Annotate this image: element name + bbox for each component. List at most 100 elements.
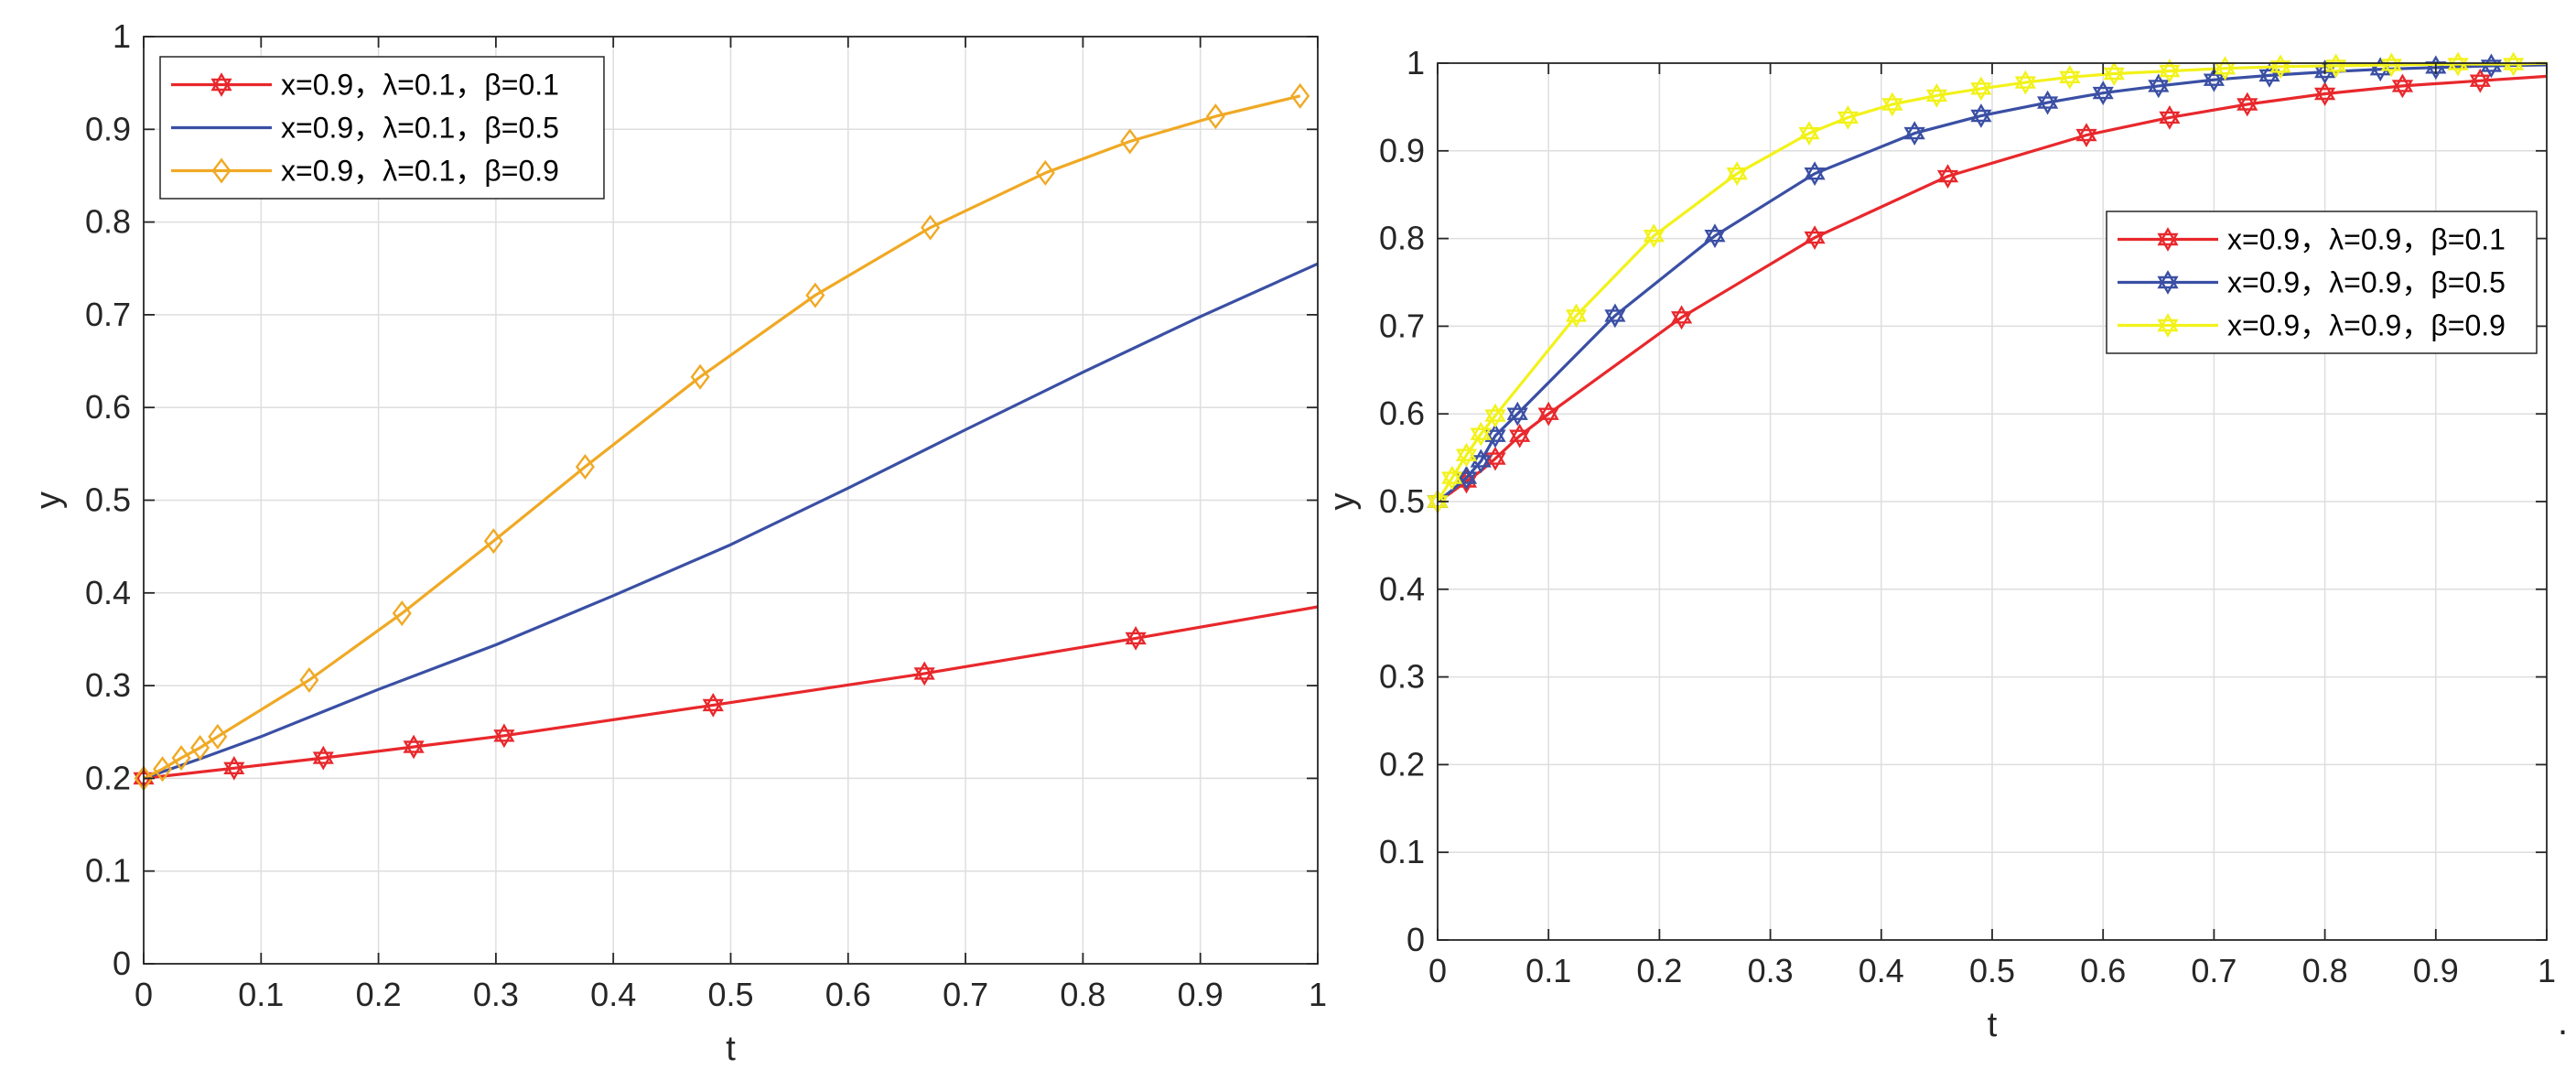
y-tick-label: 0.5 — [1379, 482, 1425, 520]
x-tick-label: 0.1 — [1525, 952, 1571, 989]
data-point-marker — [2314, 81, 2336, 106]
y-tick-label: 0.5 — [85, 481, 131, 519]
data-point-marker — [2037, 90, 2059, 115]
series-line — [1437, 63, 2548, 503]
data-point-marker — [1804, 161, 1826, 187]
legend-marker — [2157, 313, 2179, 338]
data-point-marker — [1035, 159, 1055, 186]
data-point-marker — [1455, 465, 1478, 491]
legend-marker — [2157, 227, 2179, 252]
legend-entry: x=0.9，λ=0.1，β=0.5 — [281, 112, 559, 145]
y-tick-label: 0.7 — [1379, 307, 1425, 344]
x-tick-label: 0 — [135, 976, 153, 1013]
data-point-marker — [1120, 128, 1140, 155]
data-point-marker — [1925, 82, 1947, 108]
data-point-marker — [223, 755, 245, 781]
y-tick-label: 0.1 — [1379, 833, 1425, 870]
y-tick-label: 0.8 — [85, 203, 131, 241]
y-tick-label: 0.3 — [1379, 658, 1425, 696]
data-point-marker — [2075, 123, 2097, 148]
data-point-marker — [1470, 421, 1492, 447]
data-point-marker — [493, 723, 515, 749]
x-tick-label: 0.8 — [2302, 952, 2348, 989]
series-line — [143, 262, 1319, 780]
data-point-marker — [921, 214, 941, 241]
data-point-marker — [2258, 62, 2280, 88]
y-tick-label: 0.7 — [85, 296, 131, 333]
data-point-marker — [208, 723, 228, 750]
data-point-marker — [2503, 51, 2525, 77]
data-point-marker — [690, 363, 710, 390]
data-point-marker — [1726, 161, 1748, 187]
data-point-marker — [702, 693, 724, 718]
x-tick-label: 0.4 — [1859, 952, 1904, 989]
y-tick-label: 0.2 — [85, 759, 131, 796]
x-tick-label: 1 — [2538, 952, 2556, 989]
data-point-marker — [1484, 446, 1506, 471]
data-point-marker — [2092, 81, 2114, 106]
x-tick-label: 0.7 — [943, 976, 988, 1013]
series-3 — [1427, 51, 2548, 514]
data-point-marker — [1290, 82, 1310, 109]
trailing-period: . — [2558, 1002, 2568, 1042]
y-tick-label: 1 — [113, 17, 131, 55]
data-point-marker — [153, 756, 173, 783]
x-tick-label: 0.9 — [2413, 952, 2459, 989]
y-tick-label: 0.9 — [1379, 132, 1425, 169]
legend-marker — [211, 157, 232, 184]
data-point-marker — [1704, 223, 1726, 249]
data-point-marker — [1455, 442, 1478, 468]
data-point-marker — [1798, 121, 1820, 146]
series-1 — [1427, 68, 2548, 514]
data-point-marker — [190, 734, 210, 761]
series-line — [1437, 74, 2548, 503]
series-line — [143, 605, 1319, 780]
legend-entry: x=0.9，λ=0.1，β=0.1 — [281, 69, 559, 102]
data-point-marker — [1537, 401, 1559, 427]
data-point-marker — [1205, 103, 1225, 130]
series-line — [1436, 61, 2548, 502]
data-point-marker — [2148, 73, 2170, 99]
x-tick-label: 0.2 — [1636, 952, 1682, 989]
data-point-marker — [1643, 223, 1665, 249]
x-tick-label: 0.5 — [707, 976, 753, 1013]
x-tick-label: 0.3 — [473, 976, 519, 1013]
x-tick-label: 0.7 — [2191, 952, 2236, 989]
data-point-marker — [1125, 626, 1147, 651]
data-point-marker — [1565, 303, 1588, 329]
data-point-marker — [2059, 64, 2081, 90]
series-line — [143, 94, 1301, 780]
data-point-marker — [403, 734, 425, 760]
y-tick-label: 0.4 — [1379, 570, 1425, 608]
data-point-marker — [2014, 70, 2036, 95]
data-point-marker — [392, 600, 412, 627]
legend-entry: x=0.9，λ=0.9，β=0.1 — [2227, 223, 2506, 256]
legend-entry: x=0.9，λ=0.9，β=0.9 — [2227, 309, 2506, 342]
x-tick-label: 0 — [1428, 952, 1447, 989]
x-tick-label: 0.6 — [825, 976, 871, 1013]
data-point-marker — [1506, 401, 1528, 427]
series-1 — [133, 605, 1319, 791]
data-point-marker — [2203, 67, 2225, 92]
y-tick-label: 1 — [1407, 44, 1425, 81]
x-tick-label: 0.4 — [590, 976, 636, 1013]
y-tick-label: 0.9 — [85, 110, 131, 147]
x-tick-label: 0.8 — [1060, 976, 1105, 1013]
y-tick-label: 0.6 — [1379, 394, 1425, 432]
series-3 — [134, 82, 1310, 792]
right-chart: 0 0.1 0.2 0.3 0.4 0.5 0.6 0.7 0.8 0.9 1 0 0.1 0.2 0.3 0… — [1323, 44, 2556, 1044]
data-point-marker — [575, 454, 595, 481]
series-2 — [143, 262, 1319, 780]
data-point-marker — [1837, 105, 1859, 130]
y-axis-label: y — [1323, 493, 1362, 511]
x-axis-label: t — [726, 1030, 736, 1068]
data-point-marker — [2447, 51, 2469, 77]
left-chart: 0 0.1 0.2 0.3 0.4 0.5 0.6 0.7 0.8 0.9 1 0 0.1 0.2 0.3 0… — [29, 17, 1327, 1068]
y-tick-label: 0.8 — [1379, 220, 1425, 257]
data-point-marker — [1903, 121, 1925, 146]
data-point-marker — [1441, 465, 1463, 491]
y-tick-label: 0.3 — [85, 666, 131, 704]
x-tick-label: 0.1 — [238, 976, 284, 1013]
legend-entry: x=0.9，λ=0.1，β=0.9 — [281, 155, 559, 188]
